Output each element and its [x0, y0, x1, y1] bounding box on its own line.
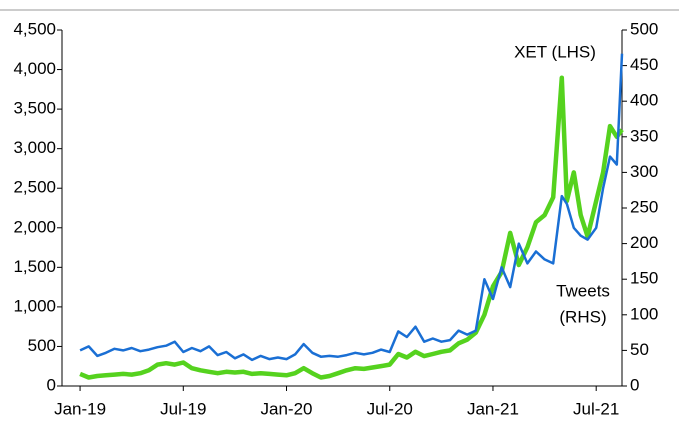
y-tick-label: 2,500 — [13, 178, 56, 197]
y2-tick-label: 400 — [630, 91, 658, 110]
y2-tick-label: 500 — [630, 19, 658, 38]
series-line — [79, 53, 624, 362]
y2-tick-label: 450 — [630, 55, 658, 74]
annotation: XET (LHS) — [514, 42, 596, 61]
annotation: (RHS) — [559, 307, 606, 326]
y2-tick-label: 100 — [630, 304, 658, 323]
y-tick-label: 500 — [28, 336, 56, 355]
y-tick-label: 1,500 — [13, 257, 56, 276]
series-line — [79, 75, 624, 380]
y2-tick-label: 300 — [630, 162, 658, 181]
x-tick-label: Jan-19 — [54, 399, 106, 418]
y-tick-label: 4,000 — [13, 59, 56, 78]
y2-tick-label: 0 — [630, 375, 639, 394]
y-tick-label: 0 — [47, 375, 56, 394]
x-tick-label: Jan-20 — [261, 399, 313, 418]
y-tick-label: 1,000 — [13, 296, 56, 315]
x-tick-label: Jul-19 — [160, 399, 206, 418]
y2-tick-label: 350 — [630, 126, 658, 145]
y-tick-label: 3,000 — [13, 138, 56, 157]
x-tick-label: Jul-21 — [573, 399, 619, 418]
y2-tick-label: 150 — [630, 269, 658, 288]
y-tick-label: 3,500 — [13, 99, 56, 118]
x-tick-label: Jul-20 — [367, 399, 413, 418]
y-tick-label: 4,500 — [13, 19, 56, 38]
x-tick-label: Jan-21 — [467, 399, 519, 418]
y-tick-label: 2,000 — [13, 217, 56, 236]
y2-tick-label: 250 — [630, 197, 658, 216]
annotation: Tweets — [556, 281, 610, 300]
y2-tick-label: 200 — [630, 233, 658, 252]
y2-tick-label: 50 — [630, 340, 649, 359]
